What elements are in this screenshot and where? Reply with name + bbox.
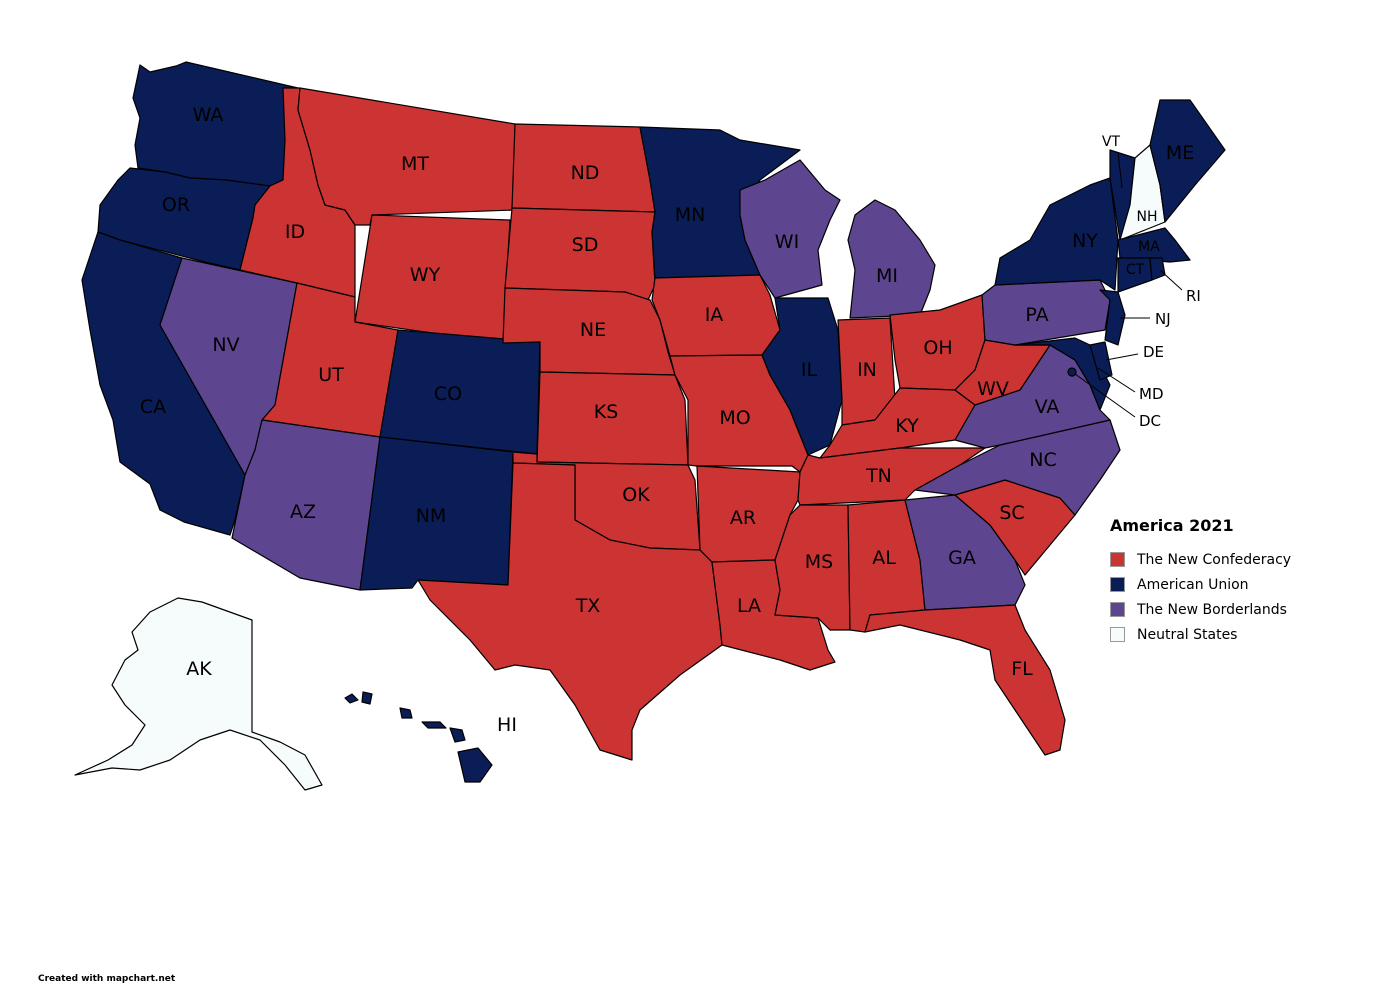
label-nv: NV <box>212 334 239 356</box>
legend-swatch-union <box>1110 577 1125 592</box>
label-ky: KY <box>895 415 919 437</box>
legend-title: America 2021 <box>1110 516 1234 535</box>
legend-item-borderlands: The New Borderlands <box>1110 597 1291 622</box>
label-in: IN <box>857 359 877 381</box>
leader-ri <box>1159 269 1183 291</box>
label-ok: OK <box>622 484 650 506</box>
label-al: AL <box>872 547 896 569</box>
state-de[interactable] <box>1089 341 1113 381</box>
state-hi[interactable] <box>344 691 493 783</box>
legend-label-neutral: Neutral States <box>1137 626 1238 643</box>
label-ny: NY <box>1072 230 1098 252</box>
legend-swatch-confederacy <box>1110 552 1125 567</box>
leader-de <box>1105 353 1139 361</box>
label-ga: GA <box>948 547 976 569</box>
state-ri[interactable] <box>1149 257 1166 281</box>
label-nd: ND <box>571 162 600 184</box>
state-ak[interactable] <box>74 597 323 791</box>
label-ks: KS <box>594 401 619 423</box>
legend-swatch-neutral <box>1110 627 1125 642</box>
label-sd: SD <box>572 234 599 256</box>
state-nc[interactable] <box>914 419 1121 516</box>
label-or: OR <box>162 194 190 216</box>
legend-item-union: American Union <box>1110 572 1291 597</box>
label-wa: WA <box>193 104 224 126</box>
label-wi: WI <box>775 231 799 253</box>
label-ak: AK <box>186 658 212 680</box>
state-dc[interactable] <box>1067 367 1077 377</box>
label-mi: MI <box>876 265 898 287</box>
label-vt: VT <box>1102 134 1121 150</box>
label-nc: NC <box>1029 449 1056 471</box>
label-ri: RI <box>1186 287 1201 305</box>
label-hi: HI <box>497 714 517 736</box>
label-dc: DC <box>1139 412 1161 430</box>
state-tx[interactable] <box>417 462 723 761</box>
state-nj[interactable] <box>1099 289 1126 346</box>
legend-label-union: American Union <box>1137 576 1249 593</box>
label-az: AZ <box>290 501 316 523</box>
label-nj: NJ <box>1155 310 1171 328</box>
label-me: ME <box>1166 142 1194 164</box>
label-wy: WY <box>410 264 441 286</box>
label-de: DE <box>1143 343 1164 361</box>
label-md: MD <box>1139 385 1164 403</box>
label-ne: NE <box>580 319 606 341</box>
credit-text: Created with mapchart.net <box>38 974 176 984</box>
label-pa: PA <box>1025 304 1048 326</box>
label-mn: MN <box>675 204 706 226</box>
leader-vt <box>1117 151 1123 189</box>
state-ny[interactable] <box>994 177 1119 291</box>
legend-label-confederacy: The New Confederacy <box>1137 551 1292 568</box>
label-ut: UT <box>318 364 344 386</box>
state-md[interactable] <box>1014 337 1111 411</box>
leader-dc <box>1074 373 1136 418</box>
legend-swatch-borderlands <box>1110 602 1125 617</box>
label-ar: AR <box>730 507 756 529</box>
label-oh: OH <box>923 337 952 359</box>
label-ia: IA <box>705 304 724 326</box>
label-ct: CT <box>1126 262 1145 278</box>
state-fl[interactable] <box>864 604 1066 756</box>
legend-item-neutral: Neutral States <box>1110 622 1291 647</box>
label-nm: NM <box>416 505 447 527</box>
label-tn: TN <box>865 465 892 487</box>
label-mt: MT <box>401 153 429 175</box>
leader-md <box>1097 367 1136 393</box>
label-id: ID <box>285 221 305 243</box>
label-la: LA <box>737 595 761 617</box>
state-me[interactable] <box>1149 99 1226 223</box>
legend-label-borderlands: The New Borderlands <box>1137 601 1287 618</box>
label-wv: WV <box>977 378 1009 400</box>
legend-item-confederacy: The New Confederacy <box>1110 547 1291 572</box>
label-ms: MS <box>805 551 833 573</box>
state-ks[interactable] <box>536 371 689 466</box>
label-il: IL <box>801 359 818 381</box>
label-fl: FL <box>1011 658 1033 680</box>
label-co: CO <box>434 383 462 405</box>
state-wi[interactable] <box>739 159 841 299</box>
label-va: VA <box>1035 396 1060 418</box>
label-ma: MA <box>1138 239 1160 255</box>
label-nh: NH <box>1137 209 1158 225</box>
label-ca: CA <box>140 396 166 418</box>
label-mo: MO <box>719 407 750 429</box>
label-sc: SC <box>999 502 1024 524</box>
state-labels: WA OR CA NV ID MT WY UT CO AZ NM ND SD N… <box>140 104 1201 736</box>
map-legend: America 2021 The New Confederacy America… <box>1110 516 1291 647</box>
state-mi[interactable] <box>847 199 936 319</box>
label-tx: TX <box>575 595 601 617</box>
